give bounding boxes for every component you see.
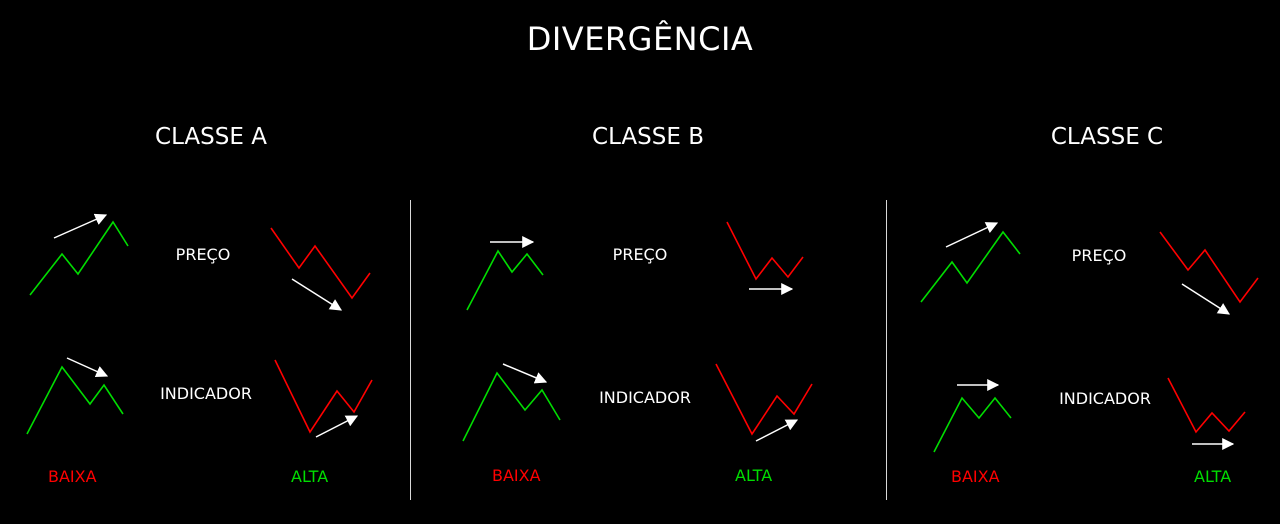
- class-a-indicador-label: INDICADOR: [160, 384, 252, 403]
- class-a-baixa-indicador: [26, 357, 124, 435]
- class-c-alta-label: ALTA: [1194, 467, 1232, 486]
- class-c-alta-indicador: [1167, 377, 1246, 450]
- arrow-down-right-icon: [66, 357, 109, 378]
- arrow-down-right-icon: [291, 278, 343, 311]
- arrow-up-right-icon: [315, 415, 359, 438]
- red-price-line: [726, 221, 804, 281]
- arrow-up-right-icon: [945, 222, 999, 248]
- divider-bc: [886, 200, 887, 500]
- class-a-title: CLASSE A: [155, 124, 267, 150]
- class-b-baixa-label: BAIXA: [492, 466, 541, 485]
- class-b-alta-label: ALTA: [735, 466, 773, 485]
- green-indicator-line: [462, 371, 561, 442]
- class-b-alta-preco: [726, 221, 804, 295]
- class-c-title: CLASSE C: [1050, 124, 1164, 150]
- red-price-line: [270, 227, 371, 300]
- divider-ab: [410, 200, 411, 500]
- class-b-alta-indicador: [715, 363, 813, 442]
- class-a-alta-preco: [270, 227, 371, 311]
- red-indicator-line: [274, 359, 373, 434]
- class-b-baixa-preco: [466, 236, 544, 311]
- arrow-up-right-icon: [755, 419, 799, 442]
- class-a-preco-label: PREÇO: [175, 245, 231, 264]
- green-price-line: [29, 220, 129, 296]
- green-price-line: [920, 230, 1021, 303]
- red-indicator-line: [1167, 377, 1246, 434]
- class-c-baixa-preco: [920, 222, 1021, 303]
- class-a-baixa-label: BAIXA: [48, 467, 97, 486]
- class-c-alta-preco: [1159, 231, 1259, 315]
- arrow-down-right-icon: [1181, 283, 1231, 315]
- class-b-preco-label: PREÇO: [612, 245, 668, 264]
- class-c-baixa-label: BAIXA: [951, 467, 1000, 486]
- green-indicator-line: [933, 396, 1012, 453]
- red-price-line: [1159, 231, 1259, 304]
- green-indicator-line: [26, 365, 124, 435]
- page-title: DIVERGÊNCIA: [526, 20, 754, 58]
- arrow-up-right-icon: [53, 213, 108, 239]
- red-indicator-line: [715, 363, 813, 436]
- class-a-alta-indicador: [274, 359, 373, 438]
- class-b-indicador-label: INDICADOR: [599, 388, 691, 407]
- class-a-alta-label: ALTA: [291, 467, 329, 486]
- class-c-indicador-label: INDICADOR: [1059, 389, 1151, 408]
- class-c-preco-label: PREÇO: [1071, 246, 1127, 265]
- class-c-baixa-indicador: [933, 379, 1012, 453]
- class-b-title: CLASSE B: [592, 124, 704, 150]
- green-price-line: [466, 249, 544, 311]
- class-a-baixa-preco: [29, 213, 129, 296]
- arrow-down-right-icon: [502, 363, 548, 384]
- class-b-baixa-indicador: [462, 363, 561, 442]
